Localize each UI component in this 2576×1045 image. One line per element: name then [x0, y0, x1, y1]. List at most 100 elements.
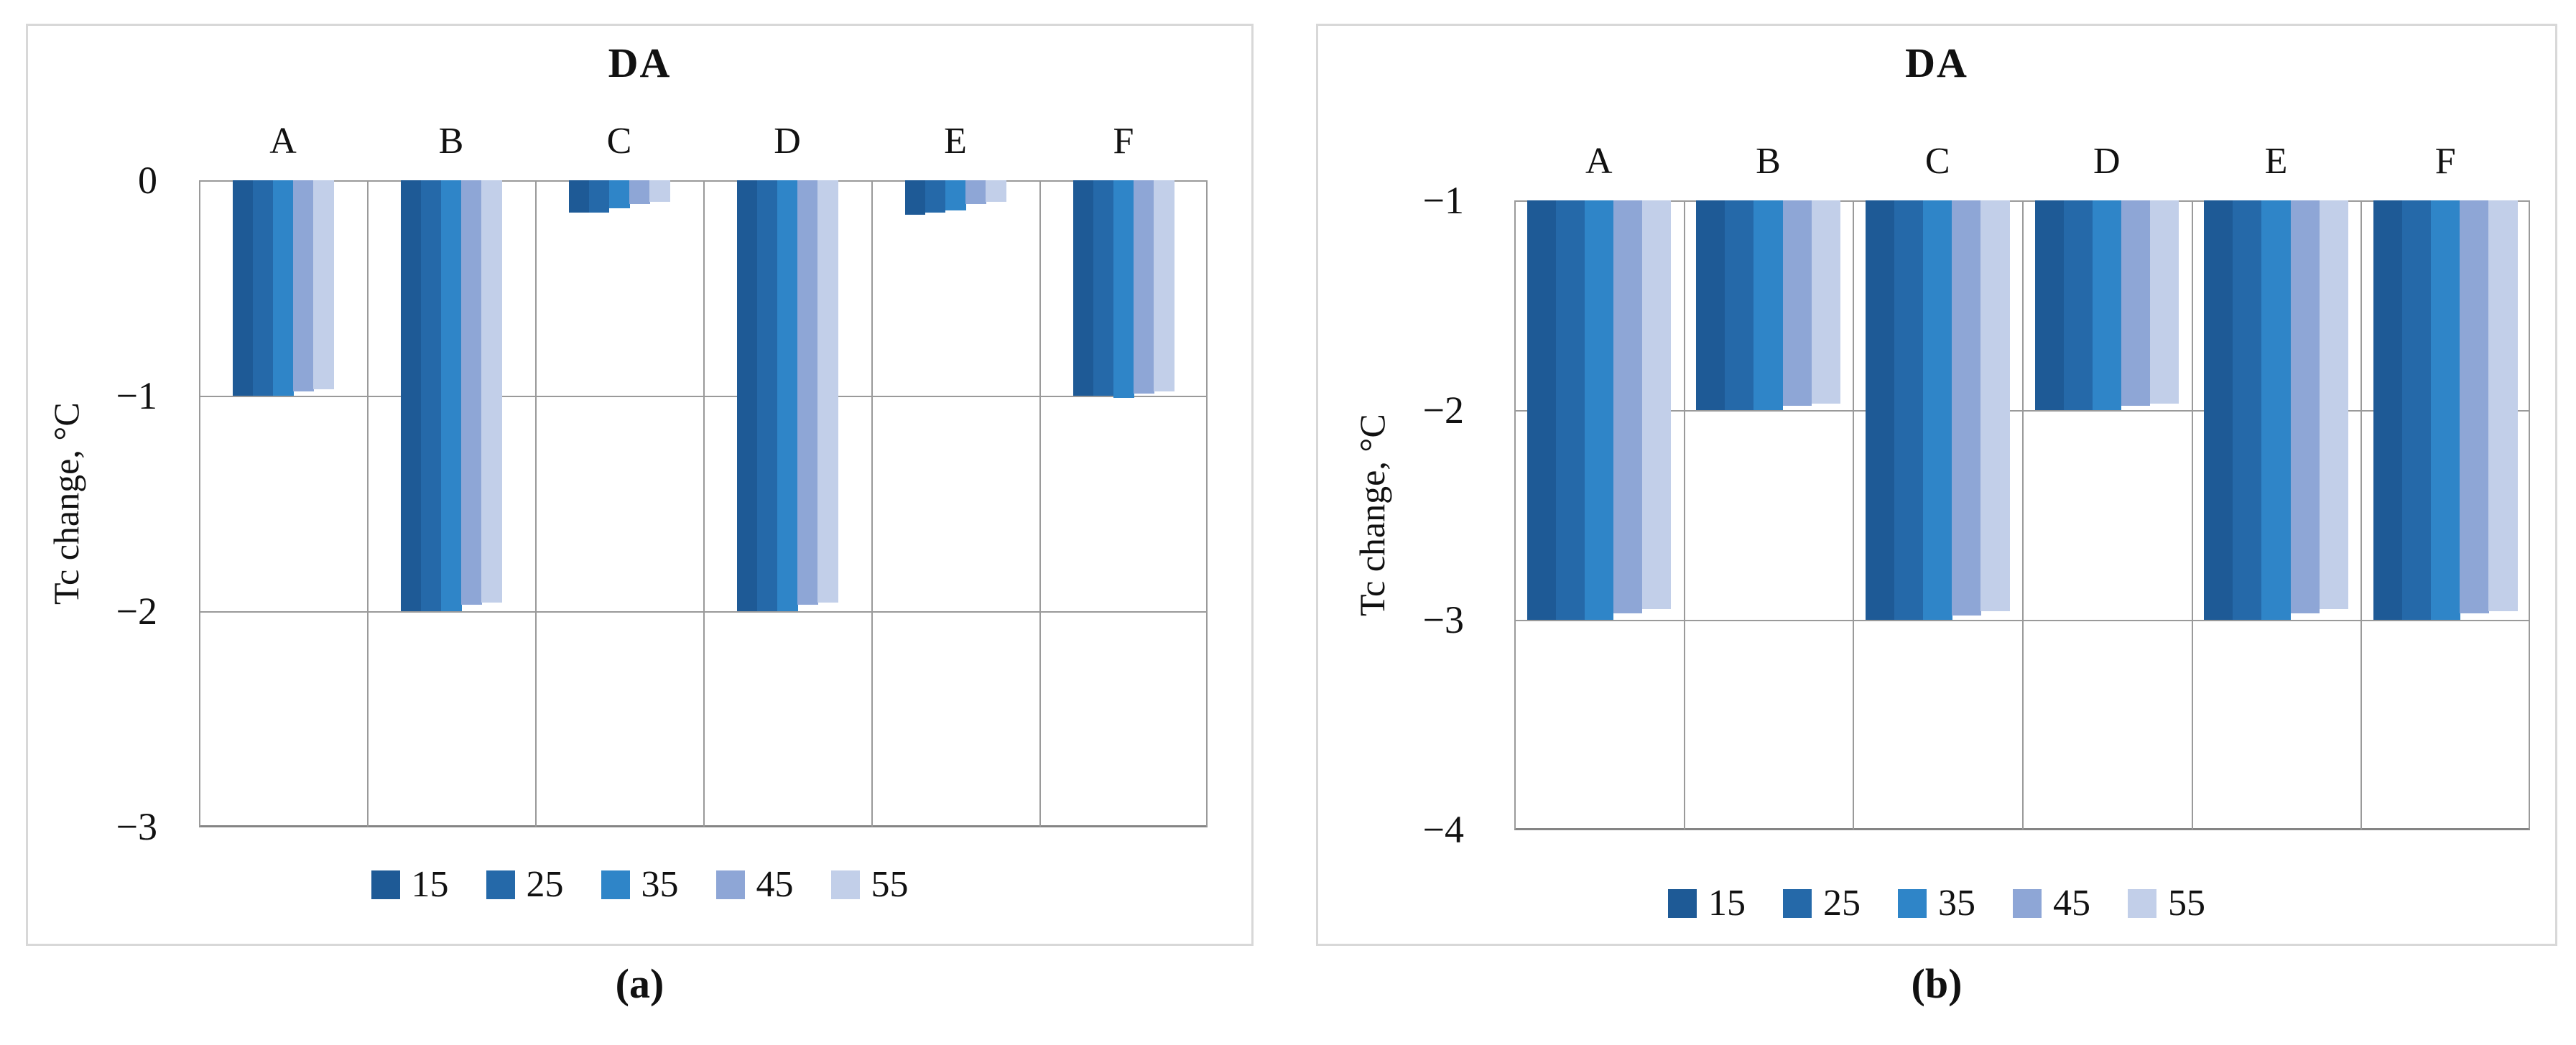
legend-item-25: 25 [1783, 882, 1861, 924]
bar-E-15 [904, 180, 926, 215]
y-tick-label: −1 [1422, 179, 1464, 222]
legend-swatch-icon [1898, 888, 1927, 918]
bar-D-15 [736, 180, 758, 611]
gridline-vertical [1853, 200, 1855, 830]
bar-E-25 [925, 180, 946, 213]
bar-F-45 [1134, 180, 1154, 394]
bar-C-25 [588, 180, 610, 213]
legend-label: 35 [1938, 883, 1975, 924]
bar-F-25 [1093, 180, 1114, 396]
legend-item-35: 35 [1898, 882, 1975, 924]
bar-F-15 [1072, 180, 1094, 396]
legend-label: 55 [2168, 883, 2205, 924]
bar-D-35 [2092, 200, 2122, 410]
bar-D-55 [817, 180, 838, 603]
y-tick-label: −2 [116, 590, 157, 633]
legend-swatch-icon [2128, 888, 2156, 918]
bar-F-55 [1154, 180, 1175, 391]
legend-item-15: 15 [371, 863, 449, 906]
legend-item-45: 45 [715, 863, 794, 906]
bar-F-35 [1113, 180, 1134, 398]
category-label-B: B [1756, 141, 1781, 182]
legend-label: 15 [411, 864, 449, 905]
bar-D-25 [756, 180, 778, 611]
bar-B-45 [1782, 200, 1812, 407]
legend-swatch-icon [1668, 888, 1697, 918]
bar-D-45 [797, 180, 818, 605]
plot-area-a [199, 180, 1208, 827]
chart-panel-a: DA Tc change, °C 0 −1 −2 −3 A B C D E F 15 25 35 45… [26, 24, 1254, 946]
bar-B-25 [420, 180, 442, 611]
category-label-D: D [774, 121, 801, 162]
chart-title-b: DA [1905, 40, 1968, 86]
bar-A-25 [1555, 200, 1585, 620]
legend-item-25: 25 [486, 863, 564, 906]
legend-label: 55 [871, 864, 909, 905]
bar-A-45 [1613, 200, 1643, 614]
bar-A-55 [1641, 200, 1672, 610]
legend-swatch-icon [830, 870, 860, 899]
bar-C-35 [608, 180, 630, 208]
bar-B-45 [461, 180, 482, 605]
legend-item-35: 35 [601, 863, 679, 906]
gridline-vertical [2360, 200, 2363, 830]
category-label-A: A [1585, 141, 1613, 182]
gridline-vertical [1683, 200, 1685, 830]
y-axis-title-a: Tc change, °C [46, 402, 86, 605]
legend-label: 45 [2053, 883, 2090, 924]
legend-swatch-icon [371, 870, 400, 899]
bar-A-55 [313, 180, 334, 389]
category-label-F: F [1113, 121, 1134, 162]
legend-label: 15 [1708, 883, 1746, 924]
bar-C-35 [1923, 200, 1952, 620]
chart-title-a: DA [608, 40, 672, 86]
bar-E-35 [945, 180, 966, 210]
bar-C-55 [1980, 200, 2010, 612]
gridline-vertical [535, 180, 537, 827]
bar-C-25 [1894, 200, 1924, 620]
bar-E-25 [2233, 200, 2262, 620]
bar-C-45 [1952, 200, 1981, 616]
bar-E-45 [2290, 200, 2320, 614]
bar-A-35 [272, 180, 294, 396]
y-tick-label: −2 [1422, 389, 1464, 432]
bar-B-15 [1696, 200, 1725, 410]
bar-D-25 [2063, 200, 2093, 410]
bar-B-35 [440, 180, 462, 611]
bar-C-45 [629, 180, 650, 204]
legend-label: 45 [756, 864, 794, 905]
bar-A-45 [293, 180, 314, 391]
bar-F-35 [2431, 200, 2460, 620]
bar-E-55 [2319, 200, 2349, 610]
y-tick-label: 0 [138, 159, 157, 202]
legend-swatch-icon [1783, 888, 1812, 918]
legend-item-55: 55 [830, 863, 909, 906]
gridline-vertical [2191, 200, 2193, 830]
gridline-vertical [367, 180, 369, 827]
category-label-C: C [606, 121, 632, 162]
bar-F-25 [2402, 200, 2432, 620]
caption-b: (b) [1911, 960, 1963, 1007]
bar-C-55 [649, 180, 670, 202]
gridline-vertical [2022, 200, 2024, 830]
gridline-vertical [2529, 200, 2530, 830]
legend-swatch-icon [715, 870, 745, 899]
bar-E-45 [965, 180, 986, 204]
bar-E-55 [986, 180, 1006, 202]
gridline-vertical [1514, 200, 1516, 830]
category-label-A: A [269, 121, 297, 162]
bar-D-35 [777, 180, 798, 611]
bar-E-15 [2204, 200, 2233, 620]
bar-C-15 [568, 180, 590, 213]
y-tick-label: −4 [1422, 808, 1464, 851]
bar-F-15 [2373, 200, 2403, 620]
bar-C-15 [1866, 200, 1895, 620]
bar-A-35 [1584, 200, 1614, 620]
bar-A-15 [1526, 200, 1557, 620]
legend-swatch-icon [486, 870, 515, 899]
legend-swatch-icon [601, 870, 630, 899]
bar-F-55 [2488, 200, 2518, 612]
bar-B-25 [1725, 200, 1754, 410]
legend-label: 35 [641, 864, 679, 905]
